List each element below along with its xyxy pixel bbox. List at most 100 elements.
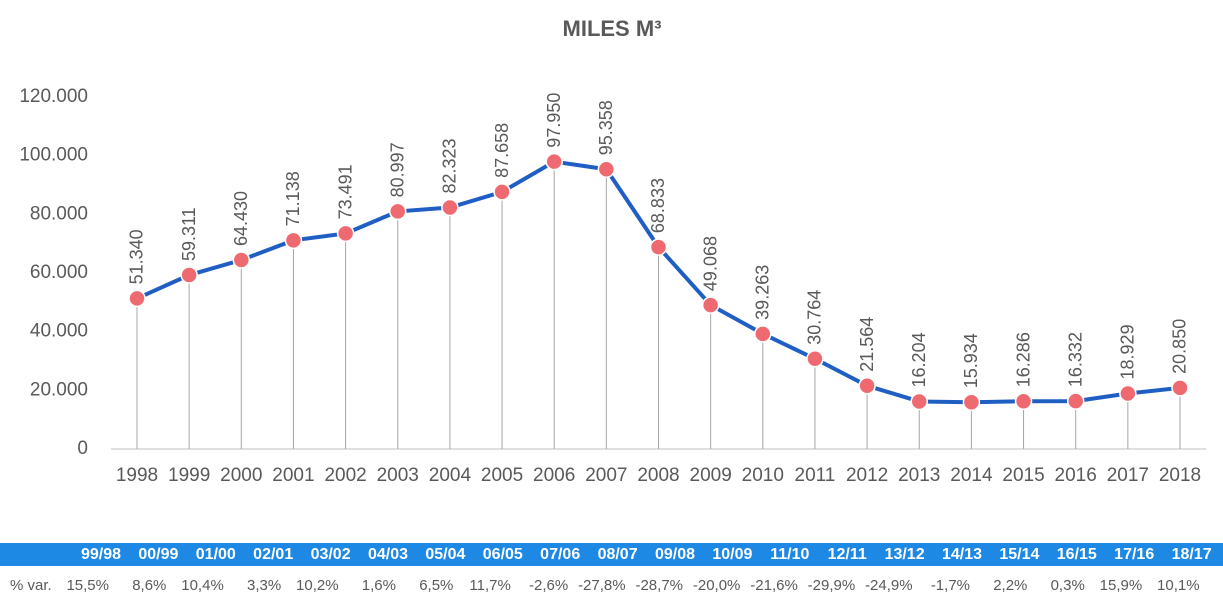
table-header: 12/11 <box>828 546 867 563</box>
x-tick-label: 2001 <box>272 465 314 486</box>
marker <box>649 238 668 256</box>
data-label: 15.934 <box>961 333 981 388</box>
table-header: 09/08 <box>655 546 695 563</box>
table-cell: 10,1% <box>1157 577 1200 594</box>
data-label: 51.340 <box>127 229 147 284</box>
data-label: 16.332 <box>1065 332 1085 387</box>
y-tick-label: 120.000 <box>19 86 88 107</box>
x-tick-label: 2012 <box>846 465 888 486</box>
table-cell: -24,9% <box>865 577 913 594</box>
table-cell: -29,9% <box>808 577 856 594</box>
table-cell: 10,4% <box>181 577 224 594</box>
table-cell: 10,2% <box>296 577 339 594</box>
data-label: 73.491 <box>335 164 355 219</box>
marker <box>806 350 824 368</box>
table-cell: 8,6% <box>132 577 166 594</box>
data-label: 87.658 <box>492 123 512 178</box>
table-cell: -27,8% <box>578 577 626 594</box>
marker <box>754 325 772 343</box>
table-header: 15/14 <box>999 546 1039 563</box>
data-label: 68.833 <box>648 178 668 233</box>
data-label: 30.764 <box>805 290 825 345</box>
table-header-bar <box>0 543 1223 566</box>
data-label: 95.358 <box>596 100 616 155</box>
marker <box>858 376 876 395</box>
table-cell: -20,0% <box>693 577 741 594</box>
table-cell: 0,3% <box>1051 577 1085 594</box>
table-cell: 2,2% <box>993 577 1027 594</box>
table-header: 17/16 <box>1114 546 1154 563</box>
table-cell: -28,7% <box>635 577 683 594</box>
table-cell: 3,3% <box>247 577 281 594</box>
marker <box>1171 379 1189 397</box>
x-tick-label: 2004 <box>429 465 472 486</box>
table-header: 18/17 <box>1172 546 1212 563</box>
data-label: 59.311 <box>179 207 199 261</box>
table-cell: 1,6% <box>362 577 396 594</box>
table-header: 02/01 <box>253 546 293 563</box>
data-label: 39.263 <box>753 265 773 320</box>
table-header: 01/00 <box>196 546 236 563</box>
table-header: 03/02 <box>311 546 351 563</box>
marker <box>336 224 355 243</box>
x-tick-label: 1998 <box>116 465 158 486</box>
marker <box>597 160 616 179</box>
y-tick-label: 60.000 <box>30 262 88 283</box>
data-label: 21.564 <box>857 317 877 372</box>
x-tick-label: 2005 <box>481 465 523 486</box>
marker <box>962 393 981 412</box>
data-label: 16.286 <box>1013 332 1033 387</box>
table-cell: 11,7% <box>469 577 510 594</box>
table-cell: -21,6% <box>750 577 798 594</box>
y-tick-label: 80.000 <box>30 203 88 224</box>
marker <box>493 183 511 201</box>
x-tick-label: 2015 <box>1002 465 1044 486</box>
table-header: 13/12 <box>885 546 925 563</box>
marker <box>128 289 146 308</box>
data-label: 16.204 <box>909 332 929 387</box>
x-tick-label: 2006 <box>533 465 575 486</box>
x-tick-label: 2003 <box>377 465 419 486</box>
marker <box>701 296 720 314</box>
data-label: 80.997 <box>388 142 408 197</box>
marker <box>389 202 407 221</box>
x-tick-label: 2018 <box>1159 465 1201 486</box>
x-tick-label: 2008 <box>637 465 679 486</box>
table-header: 16/15 <box>1057 546 1097 563</box>
x-tick-label: 2016 <box>1055 465 1097 486</box>
x-tick-label: 2000 <box>220 465 262 486</box>
y-tick-label: 20.000 <box>30 379 88 400</box>
table-cell: 15,9% <box>1100 577 1143 594</box>
table-cell: -2,6% <box>529 577 568 594</box>
table-row-label: % var. <box>10 577 52 594</box>
y-tick-label: 40.000 <box>30 321 88 342</box>
marker <box>910 392 928 411</box>
table-header: 08/07 <box>598 546 638 563</box>
table-header: 11/10 <box>770 546 809 563</box>
x-tick-label: 2007 <box>585 465 627 486</box>
data-label: 82.323 <box>440 138 460 193</box>
table-cell: 15,5% <box>66 577 109 594</box>
table-header: 00/99 <box>138 546 178 563</box>
table-header: 07/06 <box>540 546 580 563</box>
x-tick-label: 2017 <box>1107 465 1149 486</box>
y-tick-label: 100.000 <box>19 145 88 166</box>
marker <box>232 251 251 269</box>
marker <box>545 152 563 171</box>
table-cell: -1,7% <box>931 577 970 594</box>
chart-title: MILES M³ <box>563 16 662 41</box>
data-label: 97.950 <box>544 93 564 148</box>
marker <box>1119 384 1137 403</box>
table-header: 06/05 <box>483 546 523 563</box>
marker <box>284 231 303 250</box>
x-tick-label: 2010 <box>742 465 784 486</box>
table-header: 05/04 <box>425 546 465 563</box>
marker <box>1066 392 1085 410</box>
table-header: 99/98 <box>81 546 121 563</box>
data-label: 18.929 <box>1118 324 1138 379</box>
x-tick-label: 2002 <box>324 465 366 486</box>
x-tick-label: 2011 <box>795 465 836 486</box>
data-label: 64.430 <box>231 191 251 246</box>
marker <box>441 198 459 217</box>
